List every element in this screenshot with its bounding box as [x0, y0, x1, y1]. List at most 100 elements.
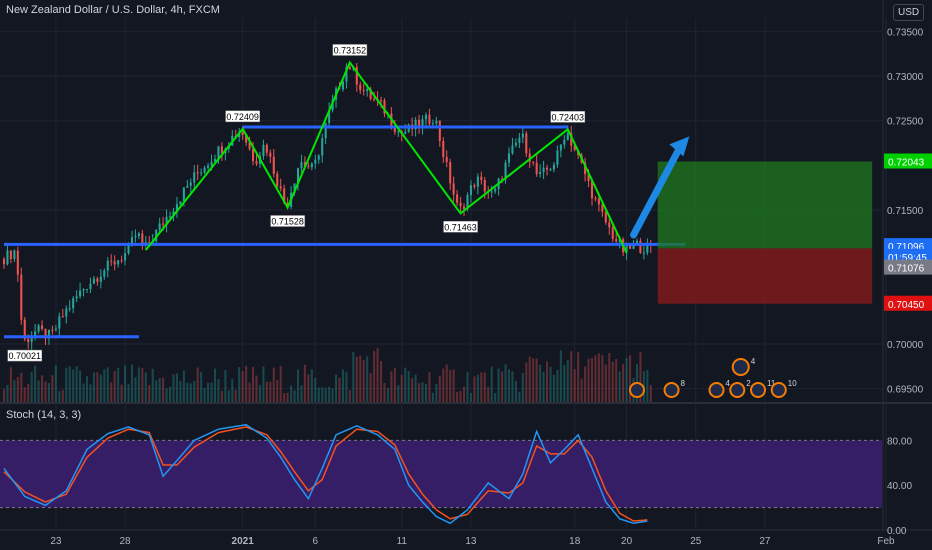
volume-bar: [483, 372, 486, 402]
currency-label[interactable]: USD: [893, 4, 925, 21]
volume-bar: [82, 383, 85, 402]
candle-body: [27, 339, 30, 342]
volume-bar: [148, 384, 151, 402]
candle-body: [587, 174, 590, 182]
volume-bar: [552, 374, 555, 402]
volume-bar: [234, 389, 237, 402]
volume-bar: [113, 371, 116, 402]
volume-bar: [196, 367, 199, 402]
volume-bar: [296, 369, 300, 402]
stoch-band: [0, 440, 882, 508]
volume-bar: [570, 351, 573, 402]
volume-bar: [75, 366, 78, 402]
volume-bar: [449, 370, 452, 402]
candle-body: [82, 289, 85, 291]
volume-bar: [521, 372, 524, 402]
candle-body: [262, 144, 265, 156]
candle-body: [535, 162, 538, 175]
candle-body: [494, 188, 497, 192]
volume-bar: [649, 384, 652, 402]
candle-body: [276, 173, 279, 187]
stoch-tick-label: 40.00: [887, 481, 912, 492]
time-tick-label: 27: [759, 536, 771, 547]
candle-body: [445, 157, 448, 163]
candle-body: [608, 222, 611, 228]
candle-body: [532, 161, 535, 163]
economic-event-icon: [663, 382, 680, 398]
candle-body: [207, 165, 210, 168]
volume-bar: [587, 358, 590, 402]
candle-body: [103, 270, 106, 277]
candle-body: [369, 88, 372, 99]
volume-bar: [248, 382, 251, 402]
stoch-tick-label: 0.00: [887, 526, 907, 537]
volume-bar: [321, 387, 324, 402]
economic-event-icon: [628, 382, 645, 398]
candle-body: [13, 250, 16, 260]
volume-bar: [597, 353, 600, 402]
pivot-label: 0.72403: [552, 112, 585, 122]
volume-bar: [376, 348, 379, 402]
candle-body: [283, 188, 286, 203]
volume-bar: [89, 384, 92, 402]
volume-bar: [435, 383, 438, 402]
candle-body: [210, 161, 213, 166]
volume-bar: [639, 351, 642, 402]
candle-body: [539, 172, 542, 175]
candle-body: [99, 276, 102, 282]
volume-bar: [545, 361, 549, 402]
volume-bar: [487, 387, 490, 402]
candle-body: [584, 162, 587, 175]
event-count-label: 4: [726, 379, 731, 388]
bullish-arrow-shaft: [630, 144, 683, 239]
volume-bar: [13, 380, 16, 402]
volume-bar: [68, 366, 71, 402]
candle-body: [528, 153, 531, 162]
candle-body: [379, 100, 383, 102]
stoch-indicator-label[interactable]: Stoch (14, 3, 3): [6, 409, 82, 421]
volume-bar: [438, 375, 441, 402]
volume-bar: [293, 390, 296, 402]
volume-bar: [241, 371, 244, 402]
time-tick-label: Feb: [877, 536, 895, 547]
price-tick-label: 0.72500: [887, 117, 924, 128]
volume-bar: [207, 382, 210, 402]
candle-body: [203, 167, 206, 173]
volume-bar: [379, 360, 383, 402]
candle-body: [629, 245, 632, 249]
candle-body: [155, 229, 158, 241]
candle-body: [348, 67, 351, 69]
stoch-d-line: [3, 426, 648, 522]
candle-body: [518, 137, 521, 143]
volume-bar: [307, 374, 310, 402]
candle-body: [255, 160, 258, 164]
candle-body: [545, 167, 549, 170]
candle-body: [61, 316, 64, 318]
pivot-label-box: [7, 349, 43, 362]
volume-bar: [469, 392, 472, 402]
volume-bar: [65, 367, 68, 402]
pivot-label-box: [550, 111, 586, 123]
candle-body: [511, 145, 514, 154]
volume-bar: [566, 360, 569, 402]
candle-body: [92, 278, 95, 284]
candle-body: [542, 167, 545, 173]
volume-bar: [85, 376, 89, 402]
candle-body: [321, 138, 324, 156]
volume-bar: [265, 381, 268, 402]
volume-bar: [421, 382, 424, 402]
candle-body: [193, 172, 196, 183]
time-tick-label: 28: [119, 536, 131, 547]
volume-bar: [238, 367, 241, 402]
volume-bar: [348, 390, 351, 402]
volume-bar: [414, 374, 417, 402]
volume-bar: [549, 366, 552, 402]
pivot-label: 0.70021: [8, 351, 41, 361]
volume-bar: [480, 372, 483, 402]
volume-bar: [424, 383, 428, 402]
volume-bar: [601, 355, 604, 402]
price-tag-label: 0.71096: [888, 242, 925, 253]
candle-body: [186, 185, 189, 188]
